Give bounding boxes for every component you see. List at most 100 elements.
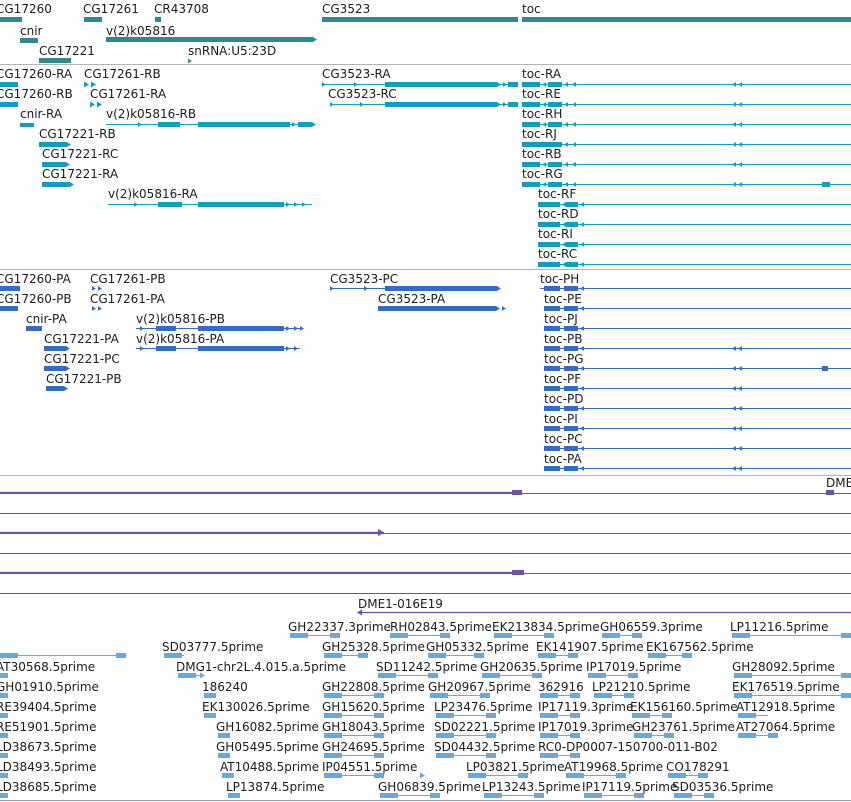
est-block[interactable] <box>634 733 652 738</box>
feature-label-gh18043-5prime[interactable]: GH18043.5prime <box>322 720 425 734</box>
gene-bar-cg17221[interactable] <box>39 58 71 63</box>
transcript-exon[interactable] <box>198 202 284 207</box>
feature-label-toc-pd[interactable]: toc-PD <box>544 392 584 406</box>
feature-label-at30568-5prime[interactable]: AT30568.5prime <box>0 660 96 674</box>
feature-label-toc[interactable]: toc <box>522 2 541 16</box>
feature-label-gh22808-5prime[interactable]: GH22808.5prime <box>322 680 425 694</box>
est-block[interactable] <box>632 633 642 638</box>
est-block[interactable] <box>588 673 606 678</box>
protein-exon[interactable] <box>544 426 560 431</box>
est-block[interactable] <box>698 773 708 778</box>
feature-label-cg17260-pb[interactable]: CG17260-PB <box>0 292 72 306</box>
feature-label-at12918-5prime[interactable]: AT12918.5prime <box>736 700 836 714</box>
feature-label-cg3523-rc[interactable]: CG3523-RC <box>328 87 397 101</box>
est-block[interactable] <box>616 773 626 778</box>
est-block[interactable] <box>374 733 384 738</box>
feature-label-cg17221-ra[interactable]: CG17221-RA <box>42 167 119 181</box>
est-block[interactable] <box>440 633 450 638</box>
feature-label-toc-pb[interactable]: toc-PB <box>544 332 583 346</box>
transcript-exon[interactable] <box>538 242 560 247</box>
est-block[interactable] <box>430 793 440 798</box>
gene-bar-cg17260[interactable] <box>0 17 22 22</box>
transcript-exon[interactable] <box>566 262 578 267</box>
feature-label-gh22337-3prime[interactable]: GH22337.3prime <box>288 620 391 634</box>
transcript-bar[interactable] <box>20 123 34 127</box>
feature-label-ek130026-5prime[interactable]: EK130026.5prime <box>202 700 310 714</box>
feature-label-v-2-k05816-pb[interactable]: v(2)k05816-PB <box>136 312 226 326</box>
feature-label-snrna-u5-23d[interactable]: snRNA:U5:23D <box>188 44 277 58</box>
protein-exon[interactable] <box>564 326 578 331</box>
est-block[interactable] <box>374 753 384 758</box>
est-block[interactable] <box>486 753 496 758</box>
feature-label-cnir[interactable]: cnir <box>20 24 43 38</box>
gene-bar-toc[interactable] <box>522 17 851 22</box>
est-block[interactable] <box>374 713 384 718</box>
est-block[interactable] <box>0 693 8 698</box>
transcript-exon[interactable] <box>298 122 312 127</box>
protein-exon[interactable] <box>198 346 284 351</box>
est-block[interactable] <box>374 693 384 698</box>
gene-bar-cg3523[interactable] <box>322 17 518 22</box>
est-block[interactable] <box>568 653 578 658</box>
feature-label-cg17221[interactable]: CG17221 <box>39 44 95 58</box>
feature-label-toc-pg[interactable]: toc-PG <box>544 352 584 366</box>
feature-label-gh20967-5prime[interactable]: GH20967.5prime <box>428 680 531 694</box>
protein-exon[interactable] <box>544 346 560 351</box>
est-block[interactable] <box>734 673 752 678</box>
alignment-block[interactable] <box>512 570 524 575</box>
est-block[interactable] <box>570 753 580 758</box>
feature-label-gh28092-5prime[interactable]: GH28092.5prime <box>732 660 835 674</box>
feature-label-gh24695-5prime[interactable]: GH24695.5prime <box>322 740 425 754</box>
transcript-exon[interactable] <box>548 182 562 187</box>
est-block[interactable] <box>0 713 8 718</box>
protein-exon[interactable] <box>156 326 176 331</box>
est-block[interactable] <box>634 793 644 798</box>
est-block[interactable] <box>204 713 216 718</box>
feature-label-rh02843-5prime[interactable]: RH02843.5prime <box>390 620 492 634</box>
transcript-exon[interactable] <box>538 222 560 227</box>
transcript-exon[interactable] <box>548 122 562 127</box>
feature-label-dme1-016e19[interactable]: DME1-016E19 <box>358 597 443 611</box>
est-block[interactable] <box>584 793 602 798</box>
est-block[interactable] <box>324 733 342 738</box>
est-block[interactable] <box>732 633 750 638</box>
feature-label-cg17221-rc[interactable]: CG17221-RC <box>42 147 119 161</box>
feature-label-cg17221-pa[interactable]: CG17221-PA <box>44 332 119 346</box>
feature-label-sd04432-5prime[interactable]: SD04432.5prime <box>434 740 536 754</box>
est-block[interactable] <box>178 673 196 678</box>
est-block[interactable] <box>428 653 446 658</box>
est-block[interactable] <box>494 633 512 638</box>
feature-label-gh06559-3prime[interactable]: GH06559.3prime <box>600 620 703 634</box>
feature-label-lp13874-5prime[interactable]: LP13874.5prime <box>226 780 325 794</box>
est-block[interactable] <box>768 733 778 738</box>
feature-label-ip17119-5prime[interactable]: IP17119.5prime <box>582 780 678 794</box>
transcript-exon[interactable] <box>522 142 562 147</box>
est-block[interactable] <box>480 693 490 698</box>
feature-label-cg17260-ra[interactable]: CG17260-RA <box>0 67 73 81</box>
feature-label-lp11216-5prime[interactable]: LP11216.5prime <box>730 620 829 634</box>
est-block[interactable] <box>484 793 502 798</box>
feature-label-dmg1-chr2l-4-015-a-5prime[interactable]: DMG1-chr2L.4.015.a.5prime <box>176 660 347 674</box>
est-block[interactable] <box>330 633 340 638</box>
feature-label-ek167562-5prime[interactable]: EK167562.5prime <box>646 640 754 654</box>
feature-label-re39404-5prime[interactable]: RE39404.5prime <box>0 700 97 714</box>
feature-label-lp13243-5prime[interactable]: LP13243.5prime <box>482 780 581 794</box>
transcript-exon[interactable] <box>538 262 560 267</box>
est-block[interactable] <box>841 693 851 698</box>
est-block[interactable] <box>674 793 692 798</box>
est-block[interactable] <box>668 773 686 778</box>
transcript-exon[interactable] <box>385 82 497 87</box>
feature-label-toc-ra[interactable]: toc-RA <box>522 67 562 81</box>
est-block[interactable] <box>430 693 448 698</box>
est-block[interactable] <box>624 693 634 698</box>
feature-label-toc-pe[interactable]: toc-PE <box>544 292 582 306</box>
est-block[interactable] <box>324 693 342 698</box>
est-block[interactable] <box>218 753 230 758</box>
est-block[interactable] <box>218 733 230 738</box>
feature-label-toc-rc[interactable]: toc-RC <box>538 247 578 261</box>
feature-label-cg17221-pc[interactable]: CG17221-PC <box>44 352 120 366</box>
protein-exon[interactable] <box>544 466 560 471</box>
feature-label-toc-pj[interactable]: toc-PJ <box>544 312 578 326</box>
feature-label-ld38685-5prime[interactable]: LD38685.5prime <box>0 780 97 794</box>
est-block[interactable] <box>540 713 558 718</box>
